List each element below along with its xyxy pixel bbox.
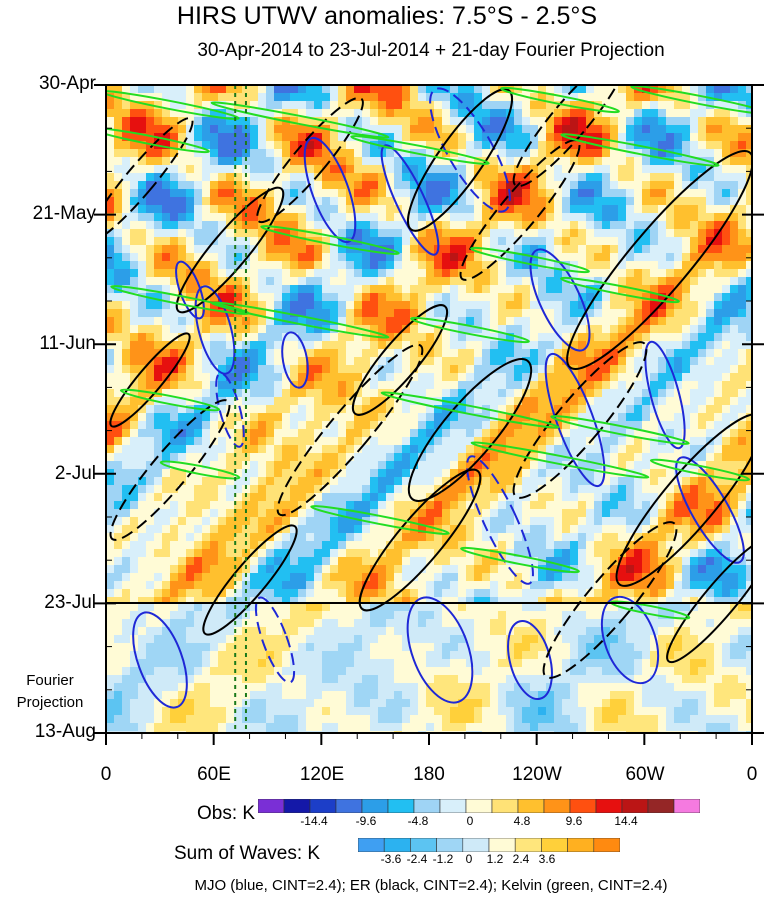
reference-lines [234,85,247,733]
x-tick-label-120e: 120E [299,764,345,785]
x-tick-label-120w: 120W [512,764,562,785]
hovmoller-plot [94,84,764,745]
legend-footer: MJO (blue, CINT=2.4); ER (black, CINT=2.… [194,877,668,894]
y-tick-label-23jul: 23-Jul [44,592,96,613]
chart-title: HIRS UTWV anomalies: 7.5°S - 2.5°S [176,2,598,30]
y-tick-label-2jul: 2-Jul [54,463,96,484]
y-tick-label-11jun: 11-Jun [39,333,96,354]
y-tick-label-13aug: 13-Aug [34,721,96,742]
x-tick-label-360: 0 [746,764,758,785]
y-tick-label-21may: 21-May [32,203,96,224]
fourier-label-line1: Fourier [26,672,74,689]
obs-cb-tick-1: -9.6 [355,814,377,828]
waves-cb-tick-4: 1.2 [486,852,504,866]
axis-ticks [94,84,764,745]
waves-cb-tick-5: 2.4 [512,852,530,866]
obs-colorbar-title: Obs: K [197,803,256,824]
obs-cb-tick-0: -14.4 [300,814,328,828]
fourier-projection-label: Fourier Projection [0,670,100,714]
x-tick-label-0: 0 [100,764,112,785]
fourier-label-line2: Projection [16,694,84,711]
obs-cb-tick-2: -4.8 [407,814,429,828]
waves-colorbar-title: Sum of Waves: K [174,843,321,864]
obs-cb-tick-6: 14.4 [614,814,638,828]
x-tick-label-180: 180 [413,764,445,785]
waves-cb-tick-3: 0 [465,852,473,866]
waves-cb-tick-1: -2.4 [406,852,428,866]
y-tick-label-30apr: 30-Apr [38,73,96,94]
waves-cb-tick-2: -1.2 [432,852,454,866]
projected-waves-field [106,603,752,733]
obs-colorbar [258,799,700,813]
wave-contours [106,85,752,709]
obs-cb-tick-3: 0 [466,814,474,828]
chart-subtitle: 30-Apr-2014 to 23-Jul-2014 + 21-day Four… [197,40,665,61]
waves-colorbar [358,838,620,852]
x-tick-label-60w: 60W [625,764,665,785]
x-tick-label-60e: 60E [197,764,231,785]
waves-cb-tick-0: -3.6 [380,852,402,866]
obs-cb-tick-5: 9.6 [565,814,583,828]
obs-cb-tick-4: 4.8 [513,814,531,828]
waves-cb-tick-6: 3.6 [538,852,556,866]
